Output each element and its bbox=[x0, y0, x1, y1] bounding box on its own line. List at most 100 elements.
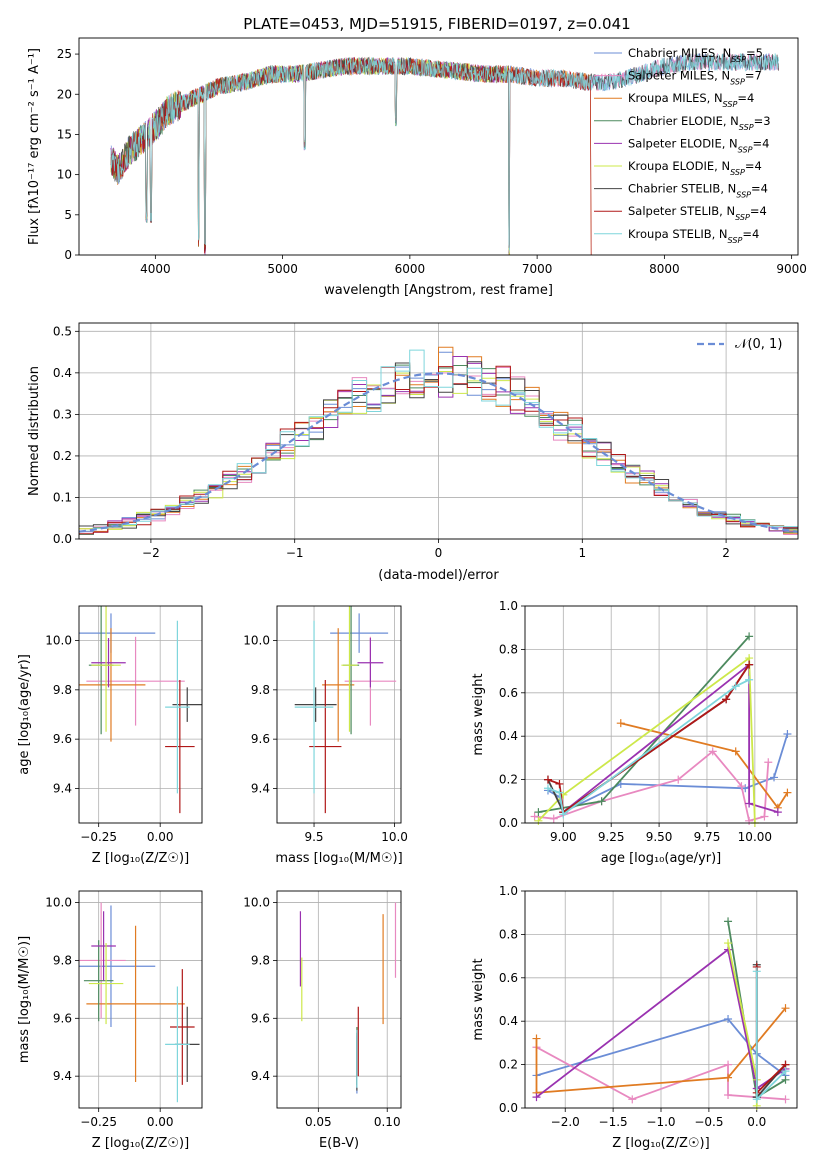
weight-marker-salpeter-stelib bbox=[555, 779, 564, 788]
weight-line-salpeter-stelib bbox=[755, 967, 787, 1095]
x-tick-label: 5000 bbox=[267, 262, 298, 276]
weight-marker-kroupa-elodie bbox=[724, 939, 733, 948]
y-tick-label: 9.4 bbox=[251, 781, 270, 795]
y-tick-label: 25 bbox=[57, 47, 72, 61]
x-tick-label: −0.25 bbox=[80, 1115, 117, 1129]
weight-marker-kroupa-elodie bbox=[534, 816, 543, 825]
weight-line-chabrier-stelib bbox=[755, 964, 787, 1100]
x-tick-label: −2.0 bbox=[551, 1115, 580, 1129]
x-tick-label: −1 bbox=[286, 546, 304, 560]
x-tick-label: 4000 bbox=[140, 262, 171, 276]
y-tick-label: 9.8 bbox=[53, 683, 72, 697]
y-tick-label: 9.8 bbox=[251, 683, 270, 697]
y-tick-label: 1.0 bbox=[499, 884, 518, 898]
axes-frame bbox=[78, 37, 799, 256]
x-axis-label: mass [log₁₀(M/M☉)] bbox=[275, 851, 402, 866]
axes-frame bbox=[524, 890, 798, 1109]
weight-marker-kroupa-stelib bbox=[745, 675, 754, 684]
weight-marker-kroupa-stelib bbox=[752, 1095, 761, 1104]
weight-marker-salpeter-elodie bbox=[745, 799, 754, 808]
x-tick-label: 1 bbox=[578, 546, 586, 560]
weight-line-kroupa-elodie bbox=[537, 656, 756, 823]
x-axis-label: age [log₁₀(age/yr)] bbox=[601, 851, 722, 866]
spectrum-title: PLATE=0453, MJD=51915, FIBERID=0197, z=0… bbox=[243, 15, 630, 33]
y-tick-label: 9.4 bbox=[53, 1069, 72, 1083]
weight-line-chabrier-stelib bbox=[547, 664, 750, 814]
axes-frame bbox=[78, 605, 203, 824]
y-tick-label: 0.6 bbox=[499, 971, 518, 985]
y-tick-label: 0.2 bbox=[499, 773, 518, 787]
y-tick-label: 1.0 bbox=[499, 599, 518, 613]
y-axis-label: Flux [fλ10⁻¹⁷ erg cm⁻² s⁻¹ A⁻¹] bbox=[27, 48, 42, 245]
y-tick-label: 15 bbox=[57, 127, 72, 141]
weight-marker-kroupa-miles bbox=[532, 1034, 541, 1043]
spectrum-line-chabrier-miles bbox=[110, 52, 779, 254]
y-tick-label: 9.6 bbox=[251, 732, 270, 746]
weight-marker-chabrier-elodie bbox=[534, 808, 543, 817]
y-tick-label: 0.5 bbox=[53, 324, 72, 338]
legend-label-kroupa-miles: Kroupa MILES, NSSP=4 bbox=[628, 91, 754, 109]
weight-marker-salpeter-miles bbox=[781, 1095, 790, 1104]
weight-line-chabrier-miles bbox=[536, 1017, 787, 1077]
y-tick-label: 0.4 bbox=[499, 729, 518, 743]
x-axis-label: wavelength [Angstrom, rest frame] bbox=[324, 283, 553, 298]
x-tick-label: 0.10 bbox=[374, 1115, 401, 1129]
y-tick-label: 9.4 bbox=[251, 1069, 270, 1083]
weight-marker-kroupa-miles bbox=[731, 747, 740, 756]
y-tick-label: 20 bbox=[57, 87, 72, 101]
legend-label-salpeter-miles: Salpeter MILES, NSSP=7 bbox=[628, 69, 762, 87]
x-tick-label: 9.50 bbox=[646, 830, 673, 844]
weight-marker-salpeter-miles bbox=[628, 1095, 637, 1104]
weight-marker-kroupa-miles bbox=[781, 1004, 790, 1013]
x-tick-label: 2 bbox=[722, 546, 730, 560]
legend-label-chabrier-miles: Chabrier MILES, NSSP=5 bbox=[628, 46, 763, 64]
x-tick-label: 9.75 bbox=[694, 830, 721, 844]
weight-marker-salpeter-miles bbox=[737, 782, 746, 791]
weight-line-salpeter-elodie bbox=[562, 662, 779, 813]
weight-line-chabrier-elodie bbox=[538, 635, 750, 813]
weight-line-salpeter-stelib bbox=[547, 664, 750, 814]
y-tick-label: 9.6 bbox=[53, 1011, 72, 1025]
y-axis-label: mass weight bbox=[471, 673, 486, 755]
x-tick-label: −2 bbox=[142, 546, 160, 560]
axes-frame bbox=[276, 890, 402, 1109]
y-tick-label: 9.6 bbox=[53, 732, 72, 746]
y-axis-label: age [log₁₀(age/yr)] bbox=[17, 654, 32, 775]
weight-marker-chabrier-elodie bbox=[597, 797, 606, 806]
x-tick-label: −1.0 bbox=[646, 1115, 675, 1129]
weight-marker-kroupa-stelib bbox=[559, 810, 568, 819]
gaussian-curve bbox=[78, 372, 799, 533]
x-tick-label: 0.05 bbox=[305, 1115, 332, 1129]
y-tick-label: 0.2 bbox=[53, 449, 72, 463]
y-tick-label: 0.8 bbox=[499, 927, 518, 941]
x-tick-label: 10.0 bbox=[381, 830, 408, 844]
y-tick-label: 9.8 bbox=[251, 953, 270, 967]
axes-frame bbox=[276, 605, 402, 824]
weight-marker-salpeter-miles bbox=[549, 814, 558, 823]
weight-marker-salpeter-miles bbox=[745, 816, 754, 825]
weight-marker-kroupa-stelib bbox=[555, 788, 564, 797]
weight-marker-salpeter-elodie bbox=[532, 1093, 541, 1102]
spectrum-line-salpeter-stelib bbox=[110, 56, 592, 255]
x-tick-label: 10.00 bbox=[738, 830, 772, 844]
weight-marker-kroupa-miles bbox=[783, 788, 792, 797]
y-axis-label: Normed distribution bbox=[27, 366, 42, 496]
legend-label-salpeter-elodie: Salpeter ELODIE, NSSP=4 bbox=[628, 136, 769, 154]
weight-marker-salpeter-stelib bbox=[745, 660, 754, 669]
y-tick-label: 10 bbox=[57, 168, 72, 182]
x-axis-label: Z [log₁₀(Z/Z☉)] bbox=[612, 1136, 709, 1151]
x-tick-label: 0.00 bbox=[147, 830, 174, 844]
x-axis-label: Z [log₁₀(Z/Z☉)] bbox=[92, 1136, 189, 1151]
legend-label-kroupa-elodie: Kroupa ELODIE, NSSP=4 bbox=[628, 159, 762, 177]
x-tick-label: 0.00 bbox=[147, 1115, 174, 1129]
legend-label-kroupa-stelib: Kroupa STELIB, NSSP=4 bbox=[628, 227, 759, 245]
weight-marker-salpeter-miles bbox=[724, 1060, 733, 1069]
weight-marker-salpeter-miles bbox=[708, 747, 717, 756]
weight-marker-kroupa-miles bbox=[724, 1073, 733, 1082]
y-axis-label: mass [log₁₀(M/M☉)] bbox=[17, 936, 32, 1063]
y-tick-label: 0.8 bbox=[499, 642, 518, 656]
weight-marker-salpeter-miles bbox=[760, 812, 769, 821]
weight-marker-chabrier-miles bbox=[783, 730, 792, 739]
y-tick-label: 0.2 bbox=[499, 1058, 518, 1072]
weight-marker-kroupa-stelib bbox=[752, 967, 761, 976]
